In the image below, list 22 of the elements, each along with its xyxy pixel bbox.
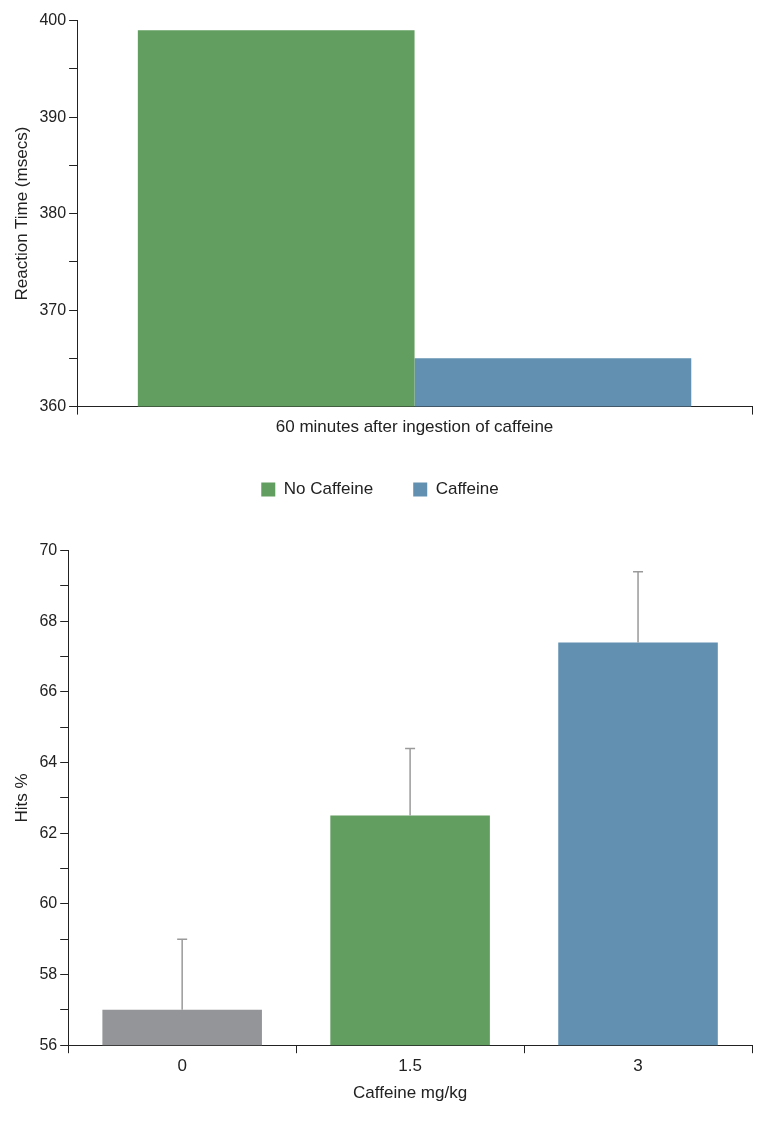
y-axis-title: Reaction Time (msecs) xyxy=(11,126,31,301)
y-tick-label: 60 xyxy=(39,894,58,912)
y-tick-label: 68 xyxy=(39,611,58,629)
x-axis-title: Caffeine mg/kg xyxy=(353,1083,468,1103)
y-tick-label: 380 xyxy=(39,204,67,222)
x-tick-label: 60 minutes after ingestion of caffeine xyxy=(275,417,554,437)
y-tick-label: 70 xyxy=(39,541,58,559)
y-tick-label: 400 xyxy=(39,11,67,29)
legend-label: Caffeine xyxy=(435,479,499,499)
y-tick-label: 64 xyxy=(39,752,58,770)
x-tick-label: 0 xyxy=(177,1056,187,1076)
y-tick-label: 62 xyxy=(39,823,58,841)
y-tick-label: 390 xyxy=(39,107,67,125)
x-tick-label: 1.5 xyxy=(398,1056,422,1076)
y-tick-label: 56 xyxy=(39,1035,58,1053)
y-axis-title: Hits % xyxy=(11,773,31,823)
legend-label: No Caffeine xyxy=(283,479,374,499)
y-tick-label: 370 xyxy=(39,300,67,318)
x-tick-label: 3 xyxy=(633,1056,643,1076)
y-tick-label: 66 xyxy=(39,682,58,700)
y-tick-label: 58 xyxy=(39,964,58,982)
y-tick-label: 360 xyxy=(39,397,67,415)
